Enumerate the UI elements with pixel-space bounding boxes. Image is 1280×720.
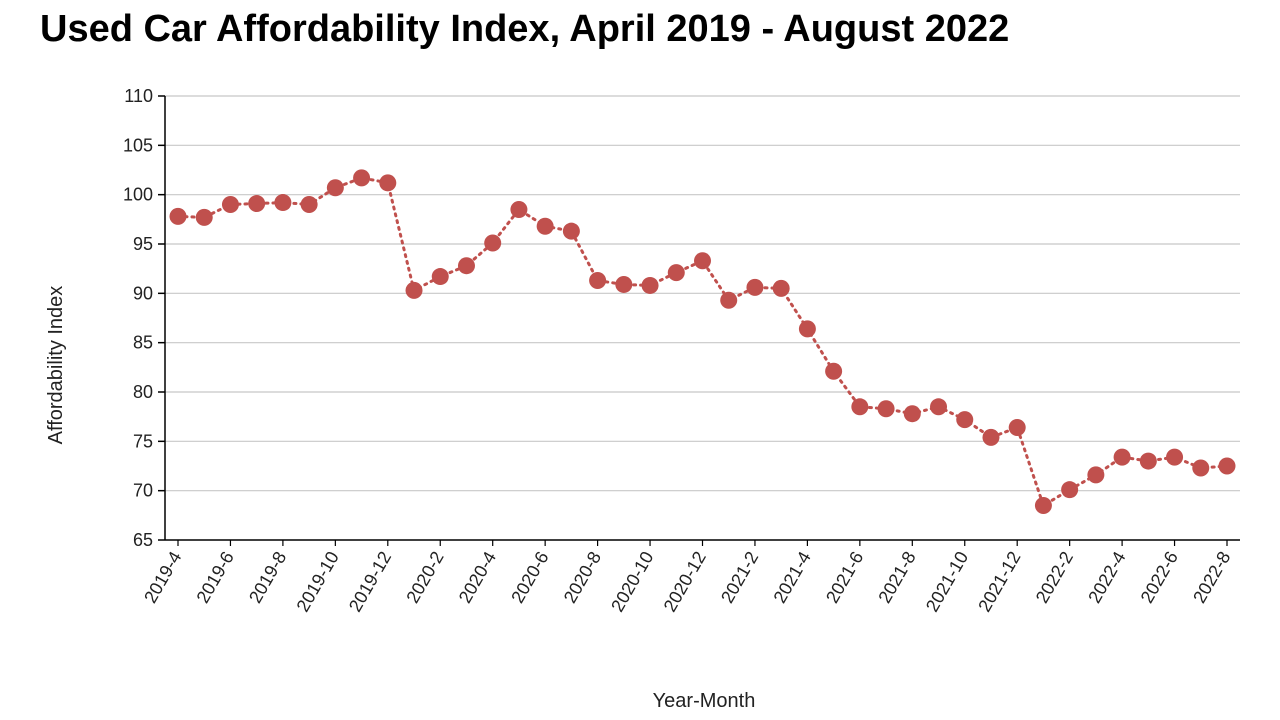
x-tick-label-2020-6: 2020-6 xyxy=(507,548,552,607)
data-point-2020-12 xyxy=(694,252,711,270)
data-point-2021-3 xyxy=(772,279,790,297)
data-point-2020-6 xyxy=(536,217,554,235)
data-point-2020-8 xyxy=(589,272,607,290)
data-point-2020-10 xyxy=(641,276,659,294)
data-point-2022-2 xyxy=(1061,481,1079,499)
data-point-2019-10 xyxy=(326,179,344,197)
data-point-2020-2 xyxy=(431,268,449,286)
data-point-2021-12 xyxy=(1008,419,1026,437)
data-point-2021-7 xyxy=(877,400,895,418)
data-point-2020-11 xyxy=(667,264,685,282)
chart-title: Used Car Affordability Index, April 2019… xyxy=(40,8,1010,50)
data-point-2021-5 xyxy=(825,362,843,380)
data-point-2021-6 xyxy=(851,398,869,416)
x-tick-label-2021-8: 2021-8 xyxy=(874,548,919,607)
y-axis-title: Affordability Index xyxy=(45,286,67,445)
data-point-2019-6 xyxy=(221,196,239,214)
data-point-2022-3 xyxy=(1087,466,1105,484)
data-point-2020-1 xyxy=(405,281,423,299)
y-tick-label-90: 90 xyxy=(133,283,153,303)
y-tick-label-75: 75 xyxy=(133,431,153,451)
data-point-2022-4 xyxy=(1113,448,1131,466)
series-line-group xyxy=(176,176,1229,508)
x-tick-label-2019-10: 2019-10 xyxy=(292,548,342,615)
x-tick-label-2020-8: 2020-8 xyxy=(560,548,605,607)
data-point-2021-2 xyxy=(746,278,764,296)
data-point-2019-4 xyxy=(169,207,187,225)
data-point-2022-1 xyxy=(1034,496,1052,514)
y-tick-labels: 65 70 75 80 85 90 95 100 105 110 xyxy=(123,86,153,550)
x-tick-label-2022-6: 2022-6 xyxy=(1137,548,1182,607)
x-tick-label-2020-12: 2020-12 xyxy=(660,548,710,615)
data-point-2020-7 xyxy=(562,222,580,240)
y-tick-label-85: 85 xyxy=(133,333,153,353)
data-point-2020-5 xyxy=(510,200,528,218)
y-tick-label-65: 65 xyxy=(133,530,153,550)
x-tick-label-2019-8: 2019-8 xyxy=(245,548,290,607)
x-tick-label-2020-10: 2020-10 xyxy=(607,548,657,615)
data-point-2020-4 xyxy=(484,234,502,252)
x-tick-label-2021-4: 2021-4 xyxy=(770,548,815,607)
y-tick-label-110: 110 xyxy=(124,86,153,106)
data-point-2019-5 xyxy=(195,208,213,226)
data-point-2021-4 xyxy=(798,320,816,338)
x-tick-label-2019-12: 2019-12 xyxy=(345,548,395,615)
y-tick-label-100: 100 xyxy=(123,185,153,205)
data-points xyxy=(169,169,1236,514)
x-tick-label-2021-2: 2021-2 xyxy=(717,548,762,607)
x-tick-label-2020-4: 2020-4 xyxy=(455,548,500,607)
x-tick-label-2021-10: 2021-10 xyxy=(922,548,972,615)
data-point-2022-5 xyxy=(1139,452,1157,470)
data-point-2020-3 xyxy=(457,257,475,275)
x-tick-label-2022-2: 2022-2 xyxy=(1032,548,1077,607)
x-tick-label-2019-6: 2019-6 xyxy=(193,548,238,607)
data-point-2021-11 xyxy=(982,428,1000,446)
x-tick-label-2019-4: 2019-4 xyxy=(140,548,185,607)
gridlines xyxy=(165,95,1240,492)
y-tick-label-105: 105 xyxy=(123,135,153,155)
data-point-2021-10 xyxy=(956,411,974,429)
x-tick-label-2022-8: 2022-8 xyxy=(1189,548,1234,607)
data-point-2019-12 xyxy=(379,174,397,192)
x-axis-title: Year-Month xyxy=(653,690,756,712)
data-point-2019-9 xyxy=(300,196,318,214)
data-point-2021-8 xyxy=(903,405,921,423)
y-tick-label-95: 95 xyxy=(133,234,153,254)
data-point-2022-6 xyxy=(1166,448,1184,466)
data-point-2022-7 xyxy=(1192,459,1210,477)
x-tick-labels: 2019-4 2019-6 2019-8 2019-10 2019-12 2020-2 20… xyxy=(140,548,1234,615)
y-tick-label-80: 80 xyxy=(133,382,153,402)
x-tick-label-2022-4: 2022-4 xyxy=(1084,548,1129,607)
x-tick-label-2021-6: 2021-6 xyxy=(822,548,867,607)
data-point-2021-1 xyxy=(720,291,738,309)
data-point-2022-8 xyxy=(1218,457,1236,475)
data-point-2021-9 xyxy=(930,398,948,416)
data-point-2019-8 xyxy=(274,194,292,212)
data-point-2019-11 xyxy=(353,169,371,187)
axes xyxy=(158,95,1240,546)
data-point-2019-7 xyxy=(248,195,266,213)
x-tick-label-2021-12: 2021-12 xyxy=(974,548,1024,615)
data-point-2020-9 xyxy=(615,275,633,293)
series-line xyxy=(176,176,1229,508)
y-tick-label-70: 70 xyxy=(133,481,153,501)
x-tick-label-2020-2: 2020-2 xyxy=(402,548,447,607)
